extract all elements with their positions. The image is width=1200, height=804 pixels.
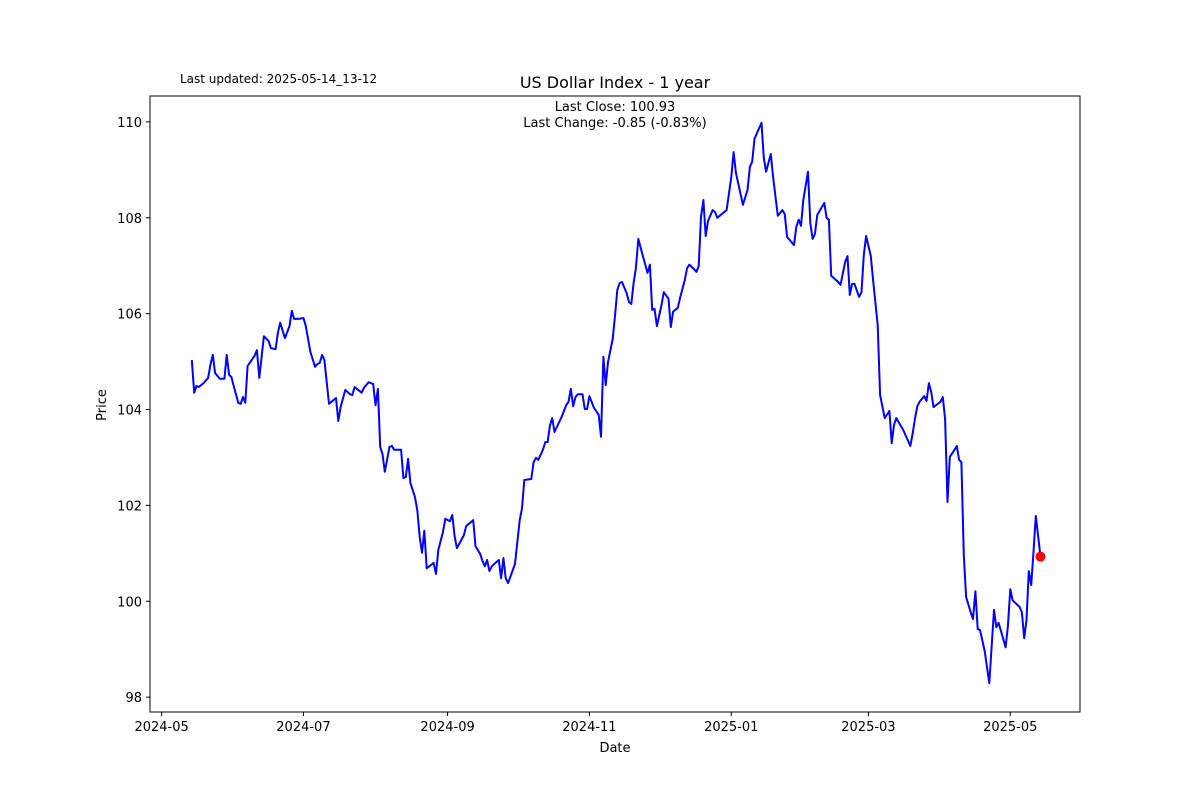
x-tick-label: 2024-11 xyxy=(562,720,616,735)
x-tick-label: 2024-05 xyxy=(134,720,188,735)
x-axis: 2024-05 2024-07 2024-09 2024-11 2025-01 2025-… xyxy=(134,712,1037,735)
y-tick-label: 102 xyxy=(117,499,142,514)
last-change-annotation: Last Change: -0.85 (-0.83%) xyxy=(523,116,706,131)
y-tick-label: 104 xyxy=(117,404,142,419)
plot-area: 2024-05 2024-07 2024-09 2024-11 2025-01 2025-… xyxy=(117,95,1081,735)
x-tick-label: 2024-07 xyxy=(276,720,330,735)
axes-background xyxy=(150,96,1080,712)
y-tick-label: 106 xyxy=(117,308,142,323)
x-tick-label: 2025-03 xyxy=(841,720,895,735)
x-tick-label: 2024-09 xyxy=(420,720,474,735)
last-close-annotation: Last Close: 100.93 xyxy=(555,100,676,115)
y-axis: 98 100 102 104 106 108 110 xyxy=(117,116,150,706)
chart-title: US Dollar Index - 1 year xyxy=(520,73,711,92)
y-tick-label: 108 xyxy=(117,212,142,227)
y-tick-label: 98 xyxy=(125,691,142,706)
y-axis-label: Price xyxy=(95,389,110,421)
last-close-marker xyxy=(1035,551,1046,562)
axes-frame xyxy=(149,95,1081,713)
price-series-line xyxy=(190,121,1042,685)
y-tick-label: 110 xyxy=(117,116,142,131)
x-tick-label: 2025-01 xyxy=(704,720,758,735)
x-axis-label: Date xyxy=(599,741,630,756)
last-updated-label: Last updated: 2025-05-14_13-12 xyxy=(180,72,377,86)
x-tick-label: 2025-05 xyxy=(983,720,1037,735)
y-tick-label: 100 xyxy=(117,595,142,610)
